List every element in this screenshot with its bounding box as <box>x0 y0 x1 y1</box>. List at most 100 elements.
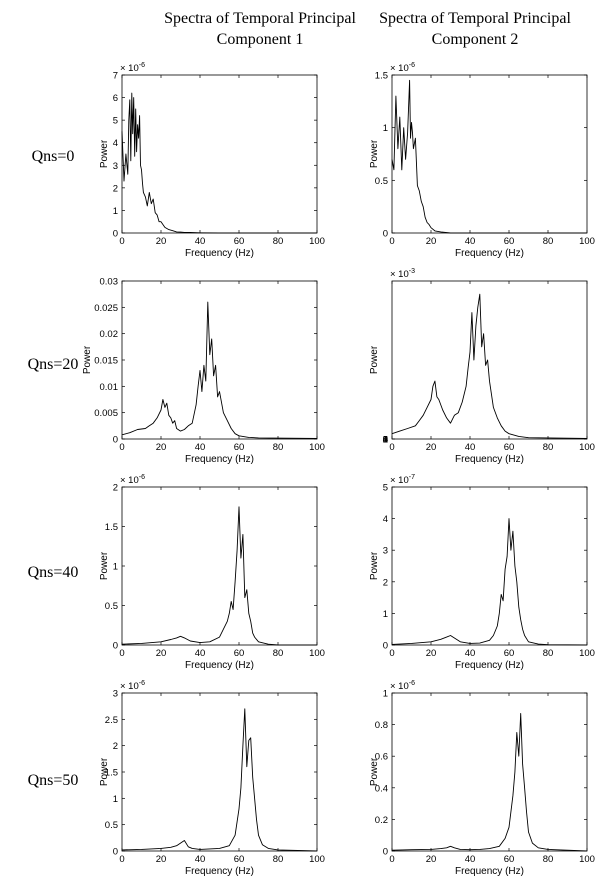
column-title-2-line1: Spectra of Temporal Principal <box>379 10 571 27</box>
r1c1-ytick-label-1: 1 <box>383 434 388 445</box>
r0c1-exponent: × 10-6 <box>390 62 415 74</box>
r0c1-xlabel: Frequency (Hz) <box>455 248 524 259</box>
r1c1-exponent: × 10-3 <box>390 268 415 280</box>
r3c0-ytick-label-3: 1.5 <box>105 768 118 779</box>
r1c0-ylabel: Power <box>82 345 93 374</box>
r3c1-ytick-label-1: 0.2 <box>375 815 388 826</box>
r0c0-series-line-0 <box>121 92 317 234</box>
r2c1-xtick-label-1: 20 <box>426 648 437 659</box>
r2c1-ytick-label-5: 5 <box>383 483 388 494</box>
r0c1-axes-box <box>391 74 588 234</box>
r0c0-xtick-label-1: 20 <box>156 236 167 247</box>
r1c0-xtick-label-3: 60 <box>234 442 245 453</box>
r3c0-ylabel: Power <box>99 757 110 786</box>
r3c0-xtick-label-2: 40 <box>195 854 206 865</box>
r3c0-xtick-label-4: 80 <box>273 854 284 865</box>
r1c1-ytick-label-2: 2 <box>383 434 388 445</box>
r2c0-xtick-label-4: 80 <box>273 648 284 659</box>
r3c0-ytick-label-1: 0.5 <box>105 820 118 831</box>
r1c0-ytick-label-5: 0.025 <box>94 303 118 314</box>
r2c1-ytick-label-0: 0 <box>383 641 388 652</box>
column-title-2: Spectra of Temporal Principal Component … <box>355 8 595 50</box>
r1c0-xlabel: Frequency (Hz) <box>185 454 254 465</box>
r0c1-ylabel: Power <box>369 139 380 168</box>
r3c1-ytick-label-2: 0.4 <box>375 783 388 794</box>
r2c1-ytick-label-3: 3 <box>383 546 388 557</box>
r0c0-xtick-label-3: 60 <box>234 236 245 247</box>
r0c1-xtick-label-3: 60 <box>504 236 515 247</box>
r1c0-ytick-label-4: 0.02 <box>100 329 119 340</box>
r2c0-ytick-label-1: 0.5 <box>105 601 118 612</box>
r2c0-xtick-label-3: 60 <box>234 648 245 659</box>
r2c1-xlabel: Frequency (Hz) <box>455 660 524 671</box>
r3c0-ytick-label-6: 3 <box>113 689 118 700</box>
r0c1-xtick-label-4: 80 <box>543 236 554 247</box>
row-label-qns-20: Qns=20 <box>27 356 79 373</box>
r0c1-xtick-label-1: 20 <box>426 236 437 247</box>
r3c1-series-line-0 <box>391 713 588 852</box>
r2c1-ytick-label-1: 1 <box>383 609 388 620</box>
r2c1-ytick-label-4: 4 <box>383 514 388 525</box>
column-title-1: Spectra of Temporal Principal Component … <box>140 8 380 50</box>
r1c1-axes-box <box>391 280 588 440</box>
r0c0-ylabel: Power <box>99 139 110 168</box>
r3c0-xtick-label-5: 100 <box>309 854 325 865</box>
r2c0-xtick-label-5: 100 <box>309 648 325 659</box>
r0c0-ytick-label-7: 7 <box>113 71 118 82</box>
r1c1-xtick-label-3: 60 <box>504 442 515 453</box>
r1c1-ytick-label-4: 4 <box>383 434 388 445</box>
r0c0-ytick-label-5: 5 <box>113 116 118 127</box>
r1c0-axes-box <box>121 280 318 440</box>
r1c0-ytick-label-0: 0 <box>113 435 118 446</box>
r0c0-xtick-label-5: 100 <box>309 236 325 247</box>
r0c0-ytick-label-1: 1 <box>113 206 118 217</box>
r3c1-xtick-label-2: 40 <box>465 854 476 865</box>
r0c0-ytick-label-4: 4 <box>113 138 118 149</box>
r2c1-xtick-label-3: 60 <box>504 648 515 659</box>
r3c1-ytick-label-5: 1 <box>383 689 388 700</box>
r3c1-ytick-label-3: 0.6 <box>375 752 388 763</box>
r1c0-ytick-label-2: 0.01 <box>100 382 119 393</box>
r1c0-xtick-label-2: 40 <box>195 442 206 453</box>
r1c0-xtick-label-0: 0 <box>119 442 124 453</box>
r3c0-xtick-label-0: 0 <box>119 854 124 865</box>
r2c1-axes-box <box>391 486 588 646</box>
r2c0-ytick-label-0: 0 <box>113 641 118 652</box>
r2c1-ytick-label-2: 2 <box>383 577 388 588</box>
r2c1-ylabel: Power <box>369 551 380 580</box>
r1c1-series-line-0 <box>391 293 588 439</box>
r3c1-xtick-label-0: 0 <box>389 854 394 865</box>
r1c0-xtick-label-5: 100 <box>309 442 325 453</box>
r2c0-series-line-0 <box>121 506 317 646</box>
r0c0-axes-box <box>121 74 318 234</box>
r0c1-xtick-label-2: 40 <box>465 236 476 247</box>
r0c0-ytick-label-6: 6 <box>113 93 118 104</box>
r2c0-exponent: × 10-6 <box>120 474 145 486</box>
r0c1-xtick-label-5: 100 <box>579 236 595 247</box>
row-label-qns-40: Qns=40 <box>27 564 79 581</box>
r2c1-series-line-0 <box>391 518 588 646</box>
r1c1-ytick-label-6: 6 <box>383 434 388 445</box>
r0c0-exponent: × 10-6 <box>120 62 145 74</box>
row-label-qns-50: Qns=50 <box>27 772 79 789</box>
r1c1-xtick-label-1: 20 <box>426 442 437 453</box>
r0c0-ytick-label-0: 0 <box>113 229 118 240</box>
r0c0-xtick-label-4: 80 <box>273 236 284 247</box>
r0c1-ytick-label-2: 1 <box>383 123 388 134</box>
r0c0-xlabel: Frequency (Hz) <box>185 248 254 259</box>
r2c1-xtick-label-5: 100 <box>579 648 595 659</box>
r2c0-xtick-label-1: 20 <box>156 648 167 659</box>
r3c0-ytick-label-5: 2.5 <box>105 715 118 726</box>
r0c0-xtick-label-2: 40 <box>195 236 206 247</box>
r2c0-ytick-label-2: 1 <box>113 562 118 573</box>
r1c1-ytick-label-3: 3 <box>383 434 388 445</box>
r0c0-ytick-label-3: 3 <box>113 161 118 172</box>
r3c0-xlabel: Frequency (Hz) <box>185 866 254 877</box>
r1c1-xtick-label-4: 80 <box>543 442 554 453</box>
r1c0-ytick-label-6: 0.03 <box>100 277 119 288</box>
r2c0-ytick-label-3: 1.5 <box>105 522 118 533</box>
r3c0-ytick-label-4: 2 <box>113 741 118 752</box>
r2c0-xtick-label-0: 0 <box>119 648 124 659</box>
row-label-qns-0: Qns=0 <box>31 148 75 165</box>
